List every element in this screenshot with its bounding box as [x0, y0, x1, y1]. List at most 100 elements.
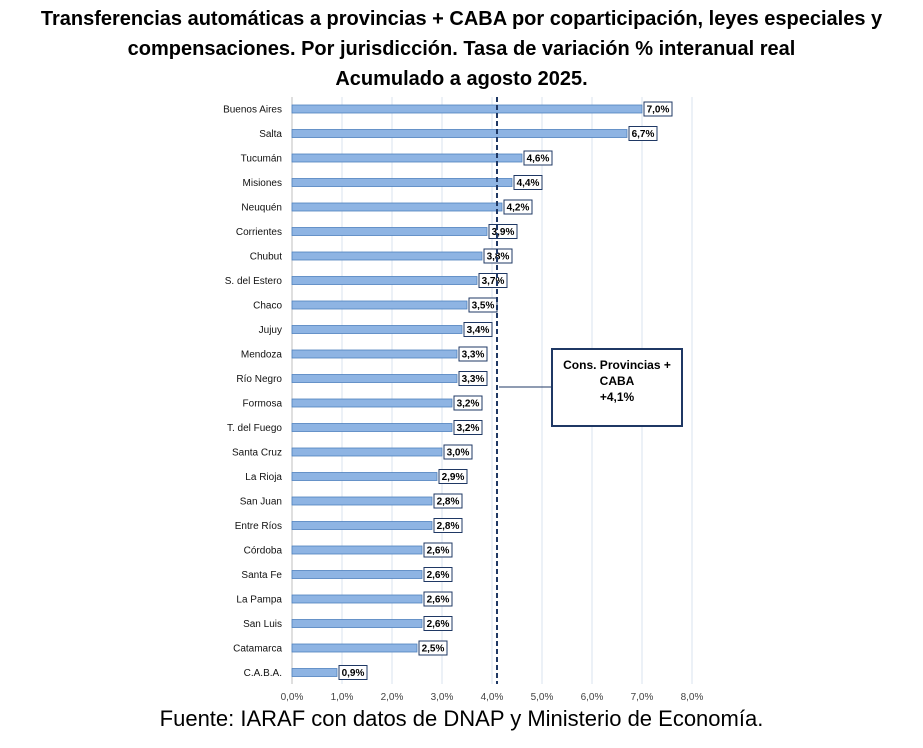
annotation-line-1: Cons. Provincias + — [563, 358, 671, 372]
category-label: Entre Ríos — [235, 521, 282, 532]
data-label: 3,4% — [467, 325, 490, 336]
data-label: 2,5% — [422, 644, 445, 655]
data-label-box — [628, 126, 658, 141]
data-label-box — [423, 591, 453, 607]
data-label: 6,7% — [632, 129, 655, 140]
bar — [291, 300, 468, 310]
x-tick-label: 1,0% — [331, 692, 354, 703]
data-label: 3,8% — [487, 252, 510, 263]
category-label: S. del Estero — [225, 276, 283, 287]
bar — [291, 545, 423, 555]
data-label-box — [463, 322, 493, 337]
bar — [291, 374, 458, 383]
data-label: 2,6% — [427, 546, 450, 557]
bar — [291, 619, 423, 628]
category-label: Corrientes — [236, 227, 282, 238]
data-label: 3,3% — [462, 374, 485, 385]
category-label: Chaco — [253, 301, 282, 312]
data-label-box — [478, 273, 508, 288]
category-label: Río Negro — [236, 374, 282, 385]
category-label: T. del Fuego — [227, 423, 282, 434]
data-label: 4,6% — [527, 154, 550, 165]
x-tick-label: 5,0% — [531, 692, 554, 703]
bar — [291, 570, 423, 579]
data-label: 3,3% — [462, 350, 485, 361]
bar — [291, 104, 643, 114]
data-label-box — [458, 371, 488, 386]
category-label: Misiones — [243, 178, 282, 189]
data-label-box — [433, 518, 463, 533]
bar — [291, 129, 628, 138]
data-label: 3,0% — [447, 448, 470, 459]
category-label: La Rioja — [245, 472, 282, 483]
bar — [291, 178, 513, 187]
data-label-box — [503, 199, 533, 215]
category-label: Tucumán — [241, 154, 282, 165]
category-label: Salta — [259, 129, 282, 140]
category-label: C.A.B.A. — [244, 668, 282, 679]
data-label: 2,8% — [437, 497, 460, 508]
x-tick-label: 8,0% — [681, 692, 704, 703]
x-tick-label: 2,0% — [381, 692, 404, 703]
data-label-box — [423, 616, 453, 631]
data-label-box — [523, 150, 553, 166]
category-label: Santa Cruz — [232, 448, 282, 459]
category-label: San Juan — [240, 497, 282, 508]
bar — [291, 594, 423, 604]
category-label: San Luis — [243, 619, 282, 630]
bar — [291, 227, 488, 236]
data-label-box — [418, 640, 448, 656]
category-label: Santa Fe — [241, 570, 282, 581]
data-label-box — [513, 175, 543, 190]
data-label: 7,0% — [647, 105, 670, 116]
data-label: 2,6% — [427, 595, 450, 606]
bar — [291, 521, 433, 530]
data-label-box — [453, 395, 483, 411]
source-note: Fuente: IARAF con datos de DNAP y Minist… — [159, 706, 764, 731]
bar — [291, 276, 478, 285]
category-label: Chubut — [250, 252, 282, 263]
data-label-box — [423, 567, 453, 582]
bar — [291, 202, 503, 212]
x-tick-label: 6,0% — [581, 692, 604, 703]
bar — [291, 349, 458, 359]
title-line-2: compensaciones. Por jurisdicción. Tasa d… — [127, 38, 796, 60]
bar — [291, 496, 433, 506]
bar — [291, 153, 523, 163]
x-tick-label: 3,0% — [431, 692, 454, 703]
data-label: 2,8% — [437, 521, 460, 532]
x-tick-label: 7,0% — [631, 692, 654, 703]
chart-title: Transferencias automáticas a provincias … — [0, 4, 923, 94]
category-label: Formosa — [243, 399, 283, 410]
data-label: 3,9% — [492, 227, 515, 238]
data-label: 4,4% — [517, 178, 540, 189]
title-line-3: Acumulado a agosto 2025. — [335, 68, 588, 90]
data-label-box — [453, 420, 483, 435]
data-label: 4,2% — [507, 203, 530, 214]
data-label: 3,2% — [457, 399, 480, 410]
annotation-line-2: CABA — [599, 374, 635, 388]
category-label: Catamarca — [233, 644, 282, 655]
category-label: La Pampa — [236, 595, 282, 606]
x-tick-label: 0,0% — [281, 692, 304, 703]
bar — [291, 251, 483, 261]
category-label: Mendoza — [241, 350, 283, 361]
annotation-box: Cons. Provincias + CABA +4,1% — [551, 348, 683, 427]
data-label: 0,9% — [342, 668, 365, 679]
bar — [291, 325, 463, 334]
bar — [291, 398, 453, 408]
data-label-box — [443, 444, 473, 460]
category-label: Neuquén — [241, 203, 282, 214]
data-label: 3,2% — [457, 423, 480, 434]
annotation-line-3: +4,1% — [599, 390, 635, 404]
data-label: 2,6% — [427, 570, 450, 581]
bar — [291, 447, 443, 457]
x-tick-label: 4,0% — [481, 692, 504, 703]
bar — [291, 668, 338, 677]
data-label-box — [433, 493, 463, 509]
data-label-box — [438, 469, 468, 484]
bar — [291, 423, 453, 432]
category-label: Buenos Aires — [223, 105, 282, 116]
data-label: 2,6% — [427, 619, 450, 630]
